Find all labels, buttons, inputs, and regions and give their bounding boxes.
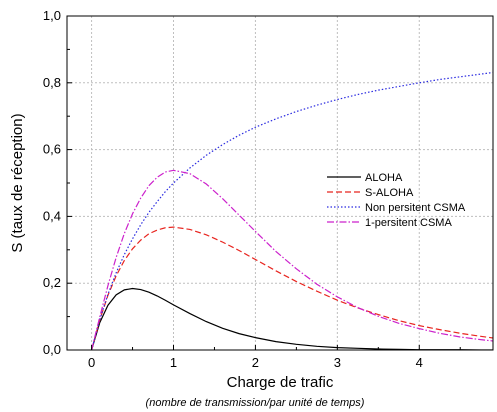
ticks: 0 1 2 3 4 0,0 0,2 0,4 0,6 0,8 1,0 <box>43 8 461 370</box>
y-tick-label: 0,0 <box>43 342 61 357</box>
x-tick-label: 2 <box>252 355 259 370</box>
x-tick-label: 4 <box>416 355 423 370</box>
series-line-2 <box>91 71 493 350</box>
series-line-3 <box>90 169 493 350</box>
x-axis-title: Charge de trafic <box>227 374 334 391</box>
legend-label-3: 1-persitent CSMA <box>365 217 452 229</box>
legend: ALOHA S-ALOHA Non persitent CSMA 1-persiten… <box>327 172 466 229</box>
y-tick-label: 0,2 <box>43 275 61 290</box>
series-line-1 <box>91 226 493 350</box>
legend-label-2: Non persitent CSMA <box>365 202 466 214</box>
plot-frame <box>66 15 494 351</box>
y-tick-label: 0,4 <box>43 208 61 223</box>
x-axis-subtitle: (nombre de transmission/par unité de tem… <box>146 397 365 409</box>
series-line-0 <box>91 287 493 350</box>
legend-label-1: S-ALOHA <box>365 187 414 199</box>
x-tick-label: 3 <box>334 355 341 370</box>
x-tick-label: 0 <box>88 355 95 370</box>
y-tick-label: 0,8 <box>43 75 61 90</box>
y-tick-label: 1,0 <box>43 8 61 23</box>
y-axis-title: S (taux de réception) <box>9 113 26 252</box>
x-tick-label: 1 <box>170 355 177 370</box>
y-tick-label: 0,6 <box>43 142 61 157</box>
legend-label-0: ALOHA <box>365 172 403 184</box>
grid <box>67 15 493 351</box>
